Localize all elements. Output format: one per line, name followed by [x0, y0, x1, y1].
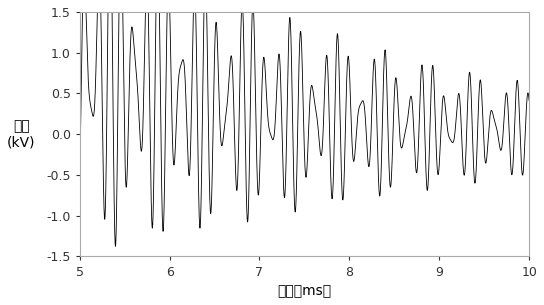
- X-axis label: 时间（ms）: 时间（ms）: [277, 284, 331, 298]
- Y-axis label: 电压
(kV): 电压 (kV): [7, 119, 35, 149]
